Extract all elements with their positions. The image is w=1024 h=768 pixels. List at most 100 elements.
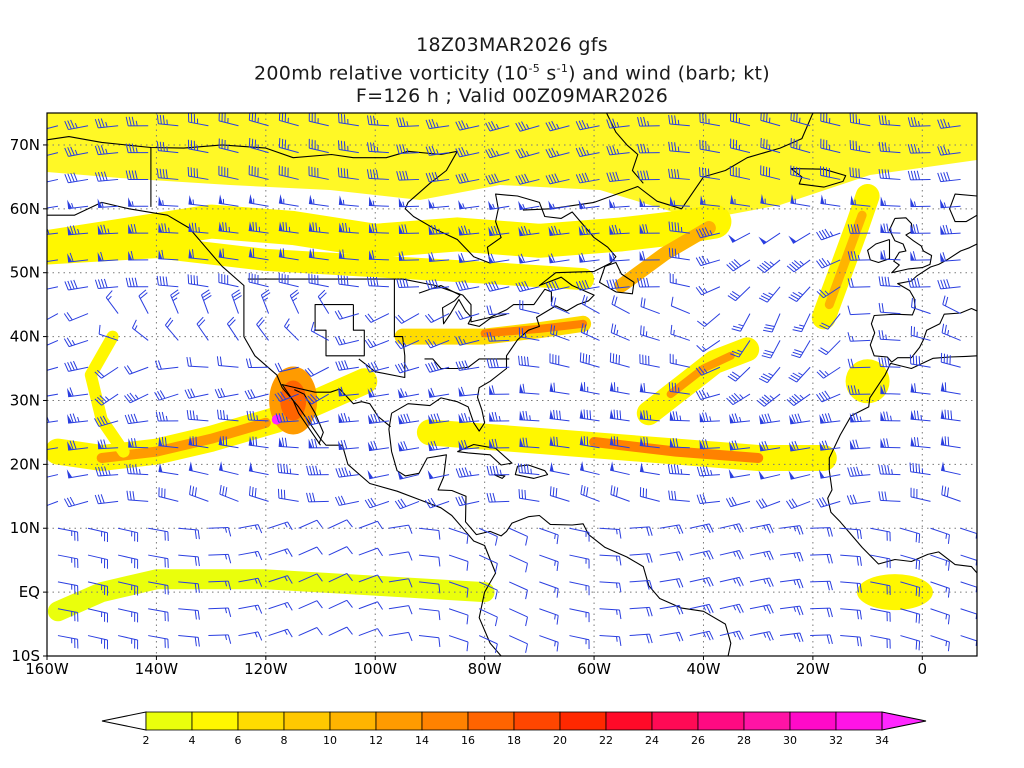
wind-barb [579,461,600,476]
wind-barb [455,495,480,507]
wind-barb [550,296,570,315]
wind-barb [637,170,660,181]
wind-barb [388,551,413,561]
wind-barb [629,633,653,644]
wind-barb [846,494,871,505]
greenland-coast [522,113,814,211]
wind-barb [158,196,179,207]
colorbar-swatch [237,711,285,731]
wind-barb [277,463,299,476]
norway-coast [949,193,977,223]
wind-barb [930,635,950,652]
wind-barb [629,553,653,563]
wind-barb [338,439,359,450]
wind-barb [668,114,690,127]
wind-barb [840,608,862,620]
wind-barb [549,486,570,502]
colorbar-level-label: 2 [143,734,150,747]
wind-barb [699,195,720,207]
wind-barb [758,440,781,452]
wind-barb [788,366,811,383]
wind-barb [850,195,871,207]
wind-barb [455,120,480,131]
wind-barb [455,467,480,478]
wind-barb [188,222,209,234]
wind-barb [930,554,950,571]
wind-barb [578,199,600,210]
wind-barb [308,138,329,154]
wind-barb [940,224,961,235]
wind-barb [455,336,480,346]
longitude-tick-label: 0 [918,660,928,678]
wind-barb [909,354,931,368]
wind-barb [847,305,871,316]
wind-barb [64,279,89,291]
colorbar-level-label: 32 [829,734,843,747]
wind-barb [549,409,570,422]
east-us-vorticity-core [480,319,588,338]
wind-barb [910,382,931,395]
wind-barb [840,635,862,647]
wind-barb [87,527,109,542]
wind-barb [328,519,353,529]
wind-barb [689,577,714,587]
wind-barb [47,229,59,235]
wind-barb [394,339,420,350]
wind-barb [178,635,200,647]
wind-barb [187,113,209,127]
wind-barb [219,484,239,502]
title-exp-1: -5 [528,62,541,75]
wind-barb [730,340,751,358]
wind-barb [659,551,684,561]
wind-barb [486,332,510,342]
wind-barb [849,412,871,423]
wind-barb [581,294,600,315]
colorbar-swatch [375,711,423,731]
wind-barb [248,486,269,502]
wind-barb [606,171,630,182]
wind-barb [455,147,480,158]
wind-barb [790,165,811,180]
wind-barb [668,490,690,502]
wind-barb [937,145,961,156]
wind-barb [937,171,961,183]
wind-barb [238,631,263,641]
wind-barb [186,410,209,422]
wind-barb [178,554,200,567]
wind-barb [238,524,263,534]
wind-barb [749,577,774,588]
wind-barb [308,248,329,261]
wind-barb [847,466,871,477]
wind-barb [188,248,209,261]
wind-barb [539,554,559,571]
wind-barb [579,352,600,368]
wind-barb [97,224,119,235]
wind-barb [448,608,469,625]
wind-barb [308,166,329,180]
wind-barb [726,259,751,272]
wind-barb [277,488,299,502]
wind-barb [488,225,510,237]
us-state-lines-central [358,279,406,379]
wind-barb [338,249,359,261]
wind-barb [278,221,299,234]
wind-barb [878,276,901,288]
wind-barb [397,440,420,452]
colorbar-swatch [329,711,377,731]
wind-barb [578,225,600,236]
wind-barb [455,280,480,291]
colorbar-level-label: 22 [599,734,613,747]
map-frame [46,112,978,657]
wind-barb [238,550,263,561]
wind-barb [758,366,781,384]
wind-barb [94,118,119,129]
wind-barb [760,138,781,154]
wind-barb [545,120,570,132]
wind-barb [699,412,720,423]
wind-barb [278,138,299,154]
wind-barb [878,115,901,127]
wind-barb [606,118,630,129]
wind-barb [217,409,239,422]
wind-barb [820,166,841,180]
